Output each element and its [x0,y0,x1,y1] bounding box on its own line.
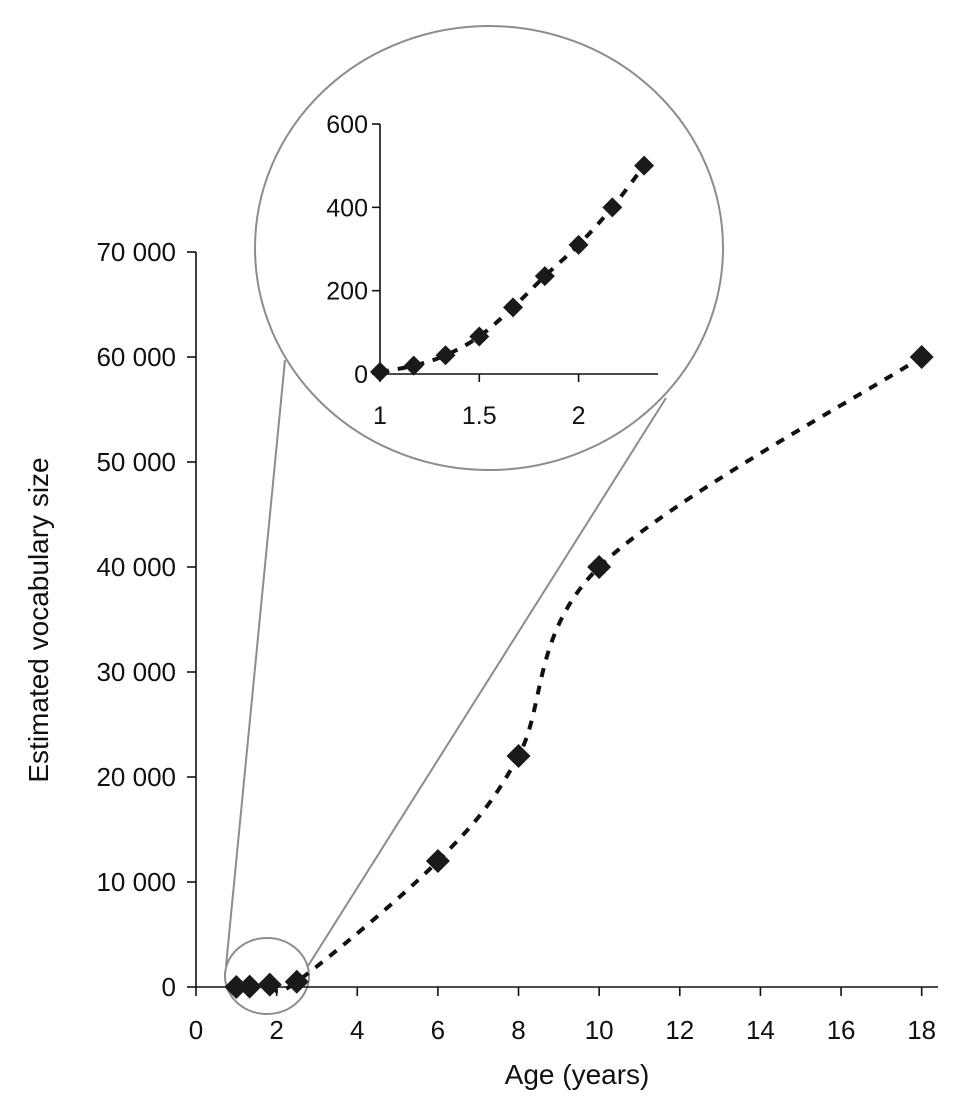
main-data-point [237,974,262,999]
inset-x-tick-label: 2 [572,402,586,430]
main-x-tick-label: 16 [827,1015,856,1045]
main-y-tick-label: 10 000 [96,867,176,897]
main-x-tick-label: 0 [189,1015,203,1045]
main-x-ticks: 0 2 4 6 8 10 12 14 16 18 [189,987,936,1045]
x-axis-title: Age (years) [505,1059,650,1090]
main-data-points [224,345,934,999]
inset-data-point [634,155,655,176]
main-y-tick-label: 70 000 [96,237,176,267]
main-data-point [257,972,282,997]
inset-data-point [370,361,390,382]
main-data-point [909,345,934,369]
inset-data-point [435,345,456,366]
main-y-tick-label: 30 000 [96,657,176,687]
main-data-point [506,744,531,768]
main-data-point [284,969,309,994]
main-trend-line [236,355,923,994]
zoom-inset-circle [254,25,724,471]
main-data-point [587,555,612,579]
inset-data-point [534,266,555,287]
inset-x-tick-label: 1 [373,402,387,430]
main-y-tick-label: 20 000 [96,762,176,792]
zoom-connector-right [307,397,667,967]
inset-data-point [403,355,424,376]
inset-data-point [602,197,623,218]
inset-y-tick-label: 400 [326,194,368,222]
y-axis-title: Estimated vocabulary size [23,457,54,782]
zoom-connector-left [225,359,286,967]
main-y-tick-label: 60 000 [96,342,176,372]
main-x-tick-label: 2 [269,1015,283,1045]
main-y-tick-label: 40 000 [96,552,176,582]
zoom-source-ellipse [224,937,310,1015]
main-data-point [224,974,249,999]
main-x-tick-label: 4 [350,1015,364,1045]
main-x-tick-label: 14 [746,1015,775,1045]
main-x-tick-label: 6 [431,1015,445,1045]
main-x-tick-label: 10 [585,1015,614,1045]
main-x-tick-label: 8 [511,1015,525,1045]
main-x-tick-label: 18 [907,1015,936,1045]
main-y-tick-label: 50 000 [96,447,176,477]
inset-data-point [503,297,524,318]
inset-x-ticks: 1 1.5 2 [373,374,586,430]
main-x-tick-label: 12 [665,1015,694,1045]
main-data-point [425,849,450,873]
inset-data-points [370,155,655,382]
inset-y-tick-label: 200 [326,278,368,306]
inset-y-tick-label: 600 [326,111,368,139]
inset-y-ticks: 0 200 400 600 [326,111,380,389]
main-y-tick-label: 0 [162,972,176,1002]
inset-data-point [568,234,589,255]
inset-y-tick-label: 0 [354,361,368,389]
inset-data-point [469,326,490,347]
inset-x-tick-label: 1.5 [462,402,497,430]
main-y-ticks: 0 10 000 20 000 30 000 40 000 50 000 60 000 70 … [96,237,196,1002]
